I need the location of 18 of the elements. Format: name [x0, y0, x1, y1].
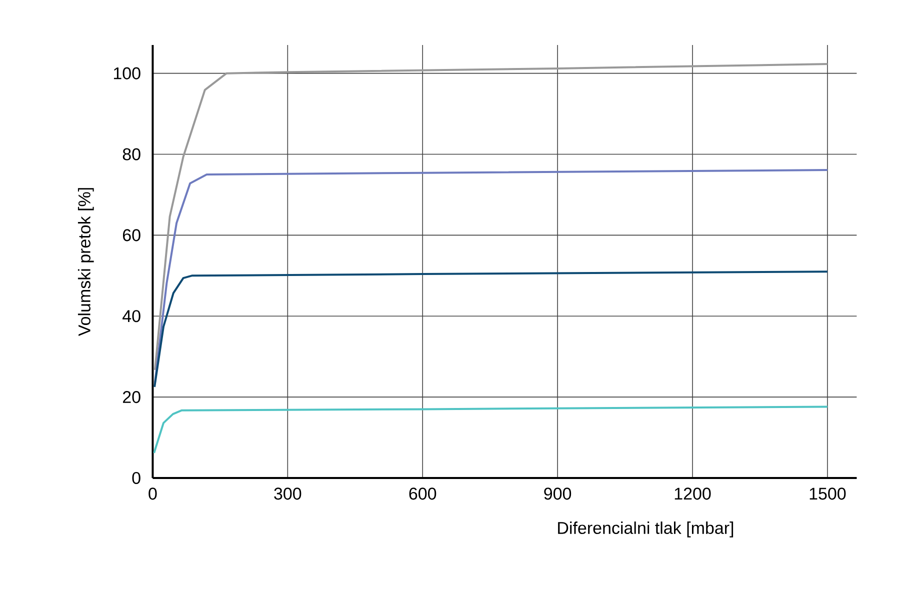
line-series — [154, 63, 828, 371]
line-series — [153, 406, 828, 454]
y-tick-label: 60 — [122, 229, 140, 242]
x-axis-title: Diferencialni tlak [mbar] — [558, 522, 734, 538]
x-tick-label: 1500 — [810, 488, 846, 500]
y-tick-label: 40 — [122, 310, 140, 322]
line-series — [154, 270, 828, 388]
y-tick-label: 80 — [122, 148, 140, 160]
y-tick-label: 100 — [114, 67, 140, 80]
y-tick-label: 20 — [122, 391, 140, 404]
line-series — [154, 169, 828, 384]
y-tick-label: 0 — [132, 472, 140, 484]
y-axis-title: Volumski pretok [%] — [78, 188, 94, 336]
x-tick-label: 0 — [148, 488, 157, 500]
x-tick-label: 1200 — [674, 488, 711, 500]
x-tick-label: 900 — [544, 488, 572, 500]
x-tick-label: 300 — [274, 488, 302, 500]
x-tick-label: 600 — [409, 488, 436, 500]
